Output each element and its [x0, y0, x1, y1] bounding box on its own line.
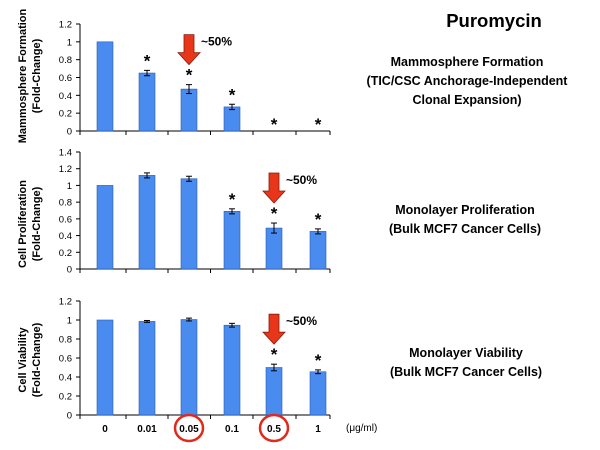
- bar: [180, 319, 198, 416]
- panel-2-desc-line2: (Bulk MCF7 Cancer Cells): [389, 222, 541, 236]
- y-tick-label: 0.4: [59, 373, 72, 384]
- panel-3-ylabel-line1: Cell Viability: [17, 327, 29, 393]
- y-tick-label: 1.4: [59, 148, 72, 159]
- x-unit-label: (μg/ml): [346, 423, 377, 434]
- bar: [223, 324, 241, 416]
- bar: [180, 178, 198, 270]
- y-tick-label: 1.2: [59, 297, 72, 308]
- y-tick-label: 0: [67, 265, 72, 276]
- y-tick-label: 1: [67, 316, 72, 327]
- bar: [96, 319, 114, 416]
- y-tick-label: 0.6: [59, 214, 72, 225]
- y-tick-label: 1: [67, 37, 72, 48]
- panel-3-ylabel-line2: (Fold-Change): [31, 322, 43, 397]
- y-tick-label: 0: [67, 411, 72, 422]
- reduction-arrow-icon: [262, 313, 286, 345]
- y-tick-label: 0.4: [59, 231, 72, 242]
- panel-2-labels: Cell Proliferation (Fold-Change) Monolay…: [17, 180, 541, 268]
- panel-3-desc-line2: (Bulk MCF7 Cancer Cells): [390, 365, 542, 379]
- panel-3-desc-line1: Monolayer Viability: [409, 346, 523, 360]
- highlight-circle: [173, 413, 205, 443]
- arrow-label: ~50%: [286, 173, 317, 187]
- significance-asterisk: *: [315, 210, 322, 229]
- significance-asterisk: *: [271, 345, 278, 364]
- significance-asterisk: *: [186, 66, 193, 85]
- x-tick-label: 0.5: [267, 424, 281, 435]
- arrow-label: ~50%: [201, 35, 232, 49]
- bar: [96, 41, 114, 132]
- reduction-arrow-icon: [177, 34, 201, 66]
- panel-1-desc-line2: (TIC/CSC Anchorage-Independent: [367, 74, 569, 88]
- arrow-label: ~50%: [286, 314, 317, 328]
- bar: [96, 185, 114, 270]
- y-tick-label: 1.2: [59, 20, 72, 31]
- significance-asterisk: *: [271, 115, 278, 134]
- bar: [309, 371, 327, 416]
- bar: [223, 211, 241, 270]
- significance-asterisk: *: [271, 204, 278, 223]
- bar: [138, 175, 156, 270]
- bar: [180, 88, 198, 132]
- x-tick-label: 1: [315, 424, 321, 435]
- y-tick-label: 0.2: [59, 392, 72, 403]
- panel-1-desc-line3: Clonal Expansion): [412, 93, 521, 107]
- y-tick-label: 1.2: [59, 164, 72, 175]
- y-tick-label: 0: [67, 127, 72, 138]
- bar: [309, 231, 327, 270]
- y-tick-label: 0.2: [59, 109, 72, 120]
- y-tick-label: 0.8: [59, 335, 72, 346]
- x-tick-label: 0.01: [137, 424, 157, 435]
- x-tick-label: 0.05: [179, 424, 199, 435]
- y-tick-label: 0.6: [59, 73, 72, 84]
- y-tick-label: 0.6: [59, 354, 72, 365]
- proliferation-chart: 0 0.2 0.4 0.6 0.8 1 1.2 1.4 * * * ~50%: [59, 148, 331, 276]
- y-tick-label: 1: [67, 181, 72, 192]
- y-tick-label: 0.8: [59, 198, 72, 209]
- bar: [138, 72, 156, 132]
- bar: [265, 367, 283, 416]
- significance-asterisk: *: [229, 85, 236, 104]
- panel-2-desc-line1: Monolayer Proliferation: [395, 203, 535, 217]
- panel-2-ylabel-line1: Cell Proliferation: [17, 180, 29, 268]
- viability-chart: 0 0.2 0.4 0.6 0.8 1 1.2 * * ~50% 0 0.01 0.05 0.1 0.5 1: [59, 297, 331, 443]
- significance-asterisk: *: [315, 115, 322, 134]
- panel-3-labels: Cell Viability (Fold-Change) Monolayer V…: [17, 322, 542, 397]
- mammosphere-chart: 0 0.2 0.4 0.6 0.8 1 1.2 * * * * * ~50%: [59, 20, 331, 138]
- reduction-arrow-icon: [262, 172, 286, 204]
- panel-2-ylabel-line2: (Fold-Change): [31, 186, 43, 261]
- panel-1-desc-line1: Mammosphere Formation: [391, 55, 544, 69]
- y-tick-label: 0.4: [59, 91, 72, 102]
- bar: [223, 106, 241, 132]
- y-tick-label: 0.8: [59, 55, 72, 66]
- panel-1-ylabel-line1: Mammosphere Formation: [17, 8, 29, 143]
- significance-asterisk: *: [315, 351, 322, 370]
- y-tick-label: 0.2: [59, 248, 72, 259]
- panel-1-ylabel-line2: (Fold-Change): [31, 38, 43, 113]
- figure-title: Puromycin: [446, 10, 542, 31]
- panel-1-labels: Mammosphere Formation (Fold-Change) Mamm…: [17, 8, 568, 143]
- significance-asterisk: *: [229, 190, 236, 209]
- x-tick-label: 0.1: [225, 424, 239, 435]
- bar: [138, 321, 156, 416]
- x-tick-label: 0: [102, 424, 108, 435]
- significance-asterisk: *: [144, 51, 151, 70]
- bar: [265, 227, 283, 270]
- highlight-circle: [258, 413, 290, 443]
